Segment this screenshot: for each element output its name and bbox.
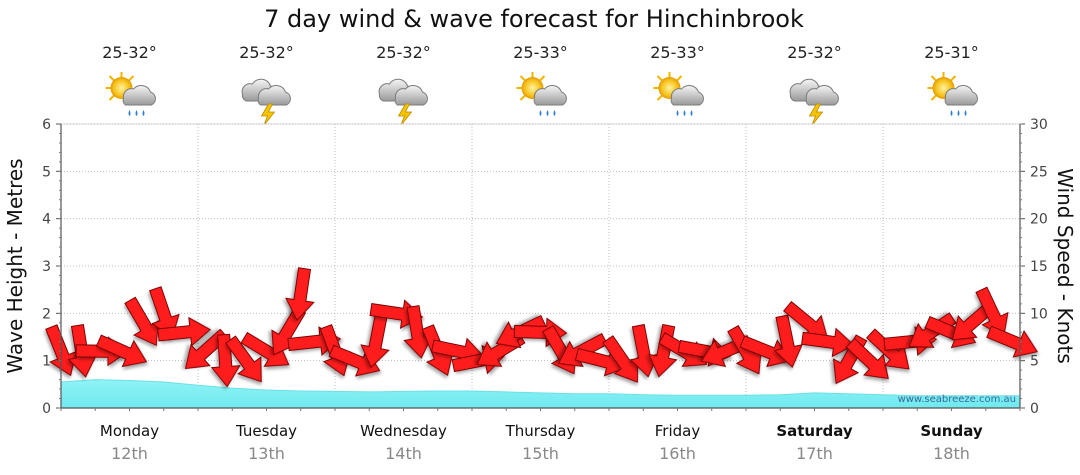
wind-arrow [157, 316, 212, 347]
wind-arrow [801, 327, 855, 358]
temperature-label: 25-32° [102, 43, 157, 62]
thunderstorm-icon [789, 78, 839, 127]
wind-arrow [95, 334, 148, 368]
wind-speed-arrows [45, 267, 1038, 388]
day-date-label: 17th [796, 444, 833, 463]
temperature-label: 25-33° [513, 43, 568, 62]
sun-cloud-rain-icon [652, 71, 705, 117]
chart-title: 7 day wind & wave forecast for Hinchinbr… [264, 5, 804, 33]
left-tick-label: 4 [42, 212, 51, 228]
temperature-label: 25-31° [924, 43, 979, 62]
day-name-label: Monday [100, 422, 159, 440]
temperature-label: 25-32° [239, 43, 294, 62]
wind-arrow [225, 335, 262, 383]
wind-arrow [739, 335, 792, 368]
day-date-label: 12th [111, 444, 148, 463]
right-axis-title: Wind Speed - Knots [1053, 168, 1077, 364]
left-tick-label: 5 [42, 164, 51, 180]
watermark: www.seabreeze.com.au [898, 394, 1016, 405]
right-tick-label: 30 [1030, 117, 1048, 133]
day-date-label: 15th [522, 444, 559, 463]
left-tick-label: 3 [42, 259, 51, 275]
day-name-label: Sunday [920, 422, 983, 440]
thunderstorm-icon [241, 78, 291, 127]
wave-height-area [60, 379, 1021, 409]
weather-icons [104, 71, 979, 127]
right-axis-ticks: 0 5 10 15 20 25 30 [1020, 117, 1048, 417]
right-tick-label: 5 [1030, 354, 1039, 370]
left-tick-label: 1 [42, 354, 51, 370]
day-date-label: 14th [385, 444, 422, 463]
day-name-label: Tuesday [235, 422, 297, 440]
wind-arrow [986, 325, 1038, 358]
temperature-label: 25-32° [787, 43, 842, 62]
right-tick-label: 25 [1030, 164, 1048, 180]
sun-cloud-rain-icon [926, 71, 979, 117]
day-date-label: 13th [248, 444, 285, 463]
day-date-label: 18th [933, 444, 970, 463]
left-axis-ticks: 0 1 2 3 4 5 6 [42, 117, 61, 417]
wind-arrow [845, 337, 889, 380]
wind-arrow [210, 333, 241, 388]
right-tick-label: 15 [1030, 259, 1048, 275]
temperature-label: 25-32° [376, 43, 431, 62]
day-name-label: Saturday [776, 422, 853, 440]
temperature-label: 25-33° [650, 43, 705, 62]
day-name-label: Wednesday [360, 422, 447, 440]
right-tick-label: 10 [1030, 306, 1048, 322]
wind-arrow [773, 314, 803, 369]
left-tick-label: 2 [42, 306, 51, 322]
day-date-label: 16th [659, 444, 696, 463]
left-axis-title: Wave Height - Metres [3, 158, 27, 373]
temperature-row: 25-32° 25-32° 25-32° 25-33° 25-33° 25-32° 25-3… [102, 43, 979, 62]
day-name-label: Thursday [505, 422, 576, 440]
wind-arrow [360, 314, 390, 369]
sun-cloud-rain-icon [104, 71, 157, 117]
right-tick-label: 20 [1030, 212, 1048, 228]
thunderstorm-icon [378, 78, 428, 127]
left-tick-label: 6 [42, 117, 51, 133]
right-tick-label: 0 [1030, 401, 1039, 417]
sun-cloud-rain-icon [515, 71, 568, 117]
day-labels: Monday 12th Tuesday 13th Wednesday 14th Thursd… [100, 422, 983, 463]
left-tick-label: 0 [42, 401, 51, 417]
wind-arrow [285, 267, 315, 321]
wind-arrow [124, 296, 159, 347]
day-name-label: Friday [655, 422, 701, 440]
